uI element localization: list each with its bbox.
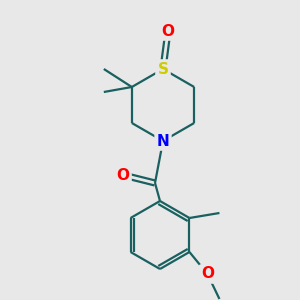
Text: O: O [161, 23, 175, 38]
Text: N: N [157, 134, 169, 148]
Text: S: S [158, 61, 169, 76]
Text: O: O [201, 266, 214, 281]
Text: O: O [116, 167, 130, 182]
